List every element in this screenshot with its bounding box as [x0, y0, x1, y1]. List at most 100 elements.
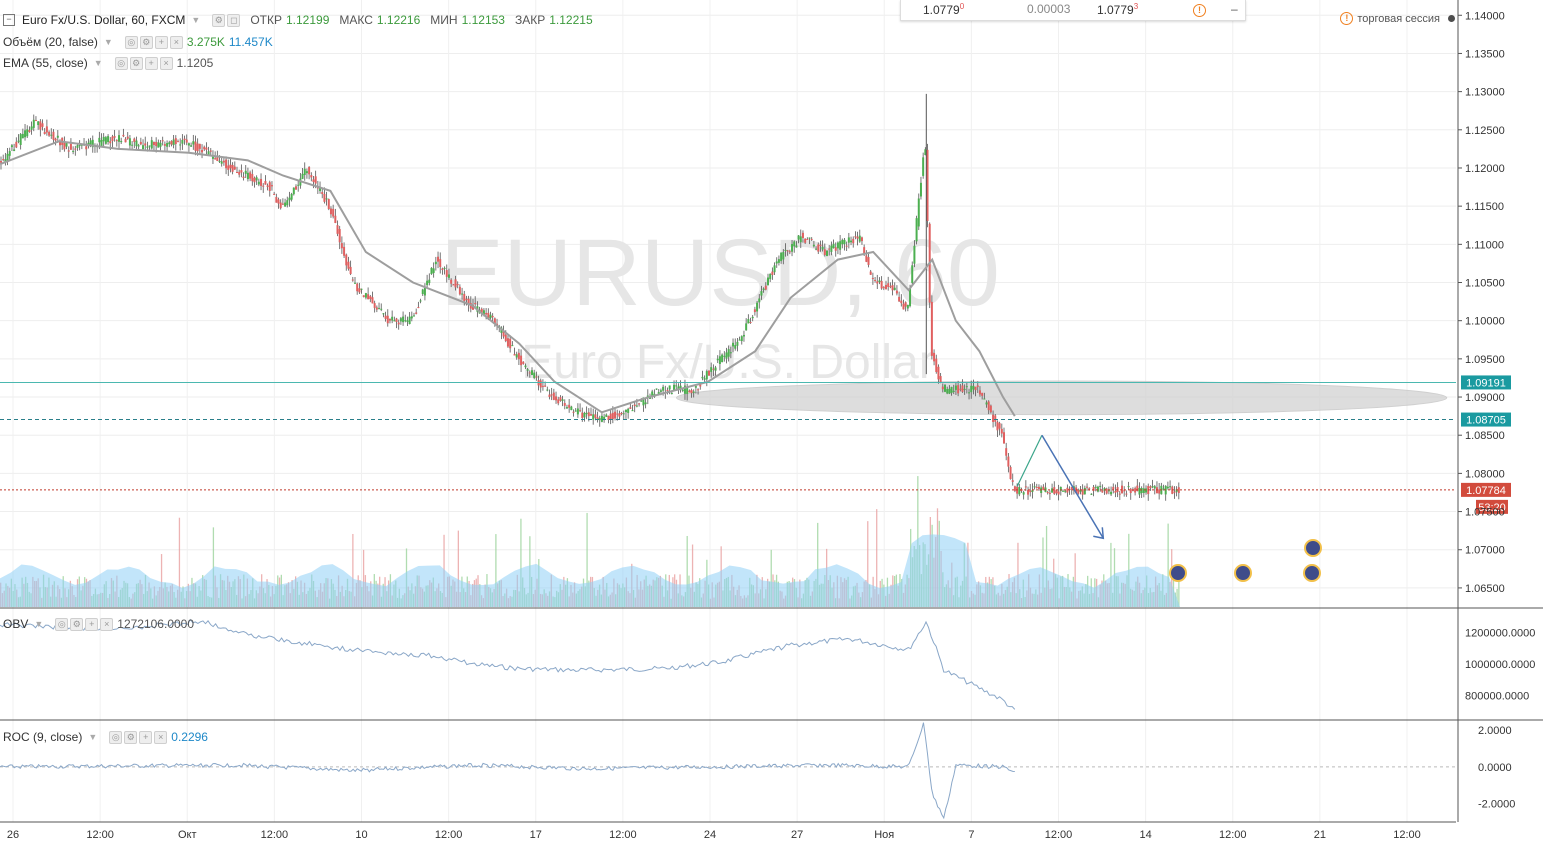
candle-body — [994, 415, 997, 422]
candle-body — [358, 288, 361, 293]
price-tick-label: 1.07000 — [1465, 545, 1505, 557]
candle-body — [124, 138, 127, 143]
candle-body — [552, 392, 555, 400]
candle-body — [548, 394, 551, 397]
price-tick-label: 1.12000 — [1465, 163, 1505, 175]
candle-body — [874, 279, 877, 281]
chevron-down-icon[interactable]: ▼ — [93, 58, 103, 68]
candle-body — [644, 402, 647, 405]
candle-body — [902, 303, 905, 310]
candle-body — [1037, 486, 1040, 490]
candle-body — [76, 145, 79, 148]
candle-body — [179, 144, 182, 146]
candle-body — [622, 413, 625, 415]
symbol-title[interactable]: Euro Fx/U.S. Dollar, 60, FXCM — [22, 13, 186, 27]
eye-icon[interactable]: ◎ — [114, 56, 128, 70]
close-icon[interactable]: × — [169, 35, 183, 49]
session-label: торговая сессия — [1357, 12, 1440, 25]
candle-body — [120, 140, 123, 143]
ema-title[interactable]: EMA (55, close) — [3, 56, 88, 70]
candle-body — [635, 405, 638, 407]
candle-body — [714, 367, 717, 371]
candle-body — [948, 388, 951, 394]
candle-body — [78, 144, 81, 146]
hide-icon[interactable]: ◻ — [227, 13, 241, 27]
candle-body — [349, 266, 352, 274]
candle-body — [686, 386, 689, 394]
close-icon[interactable]: × — [159, 56, 173, 70]
settings-icon[interactable]: ⚙ — [70, 617, 84, 631]
candle-body — [727, 349, 730, 357]
plus-icon[interactable]: + — [144, 56, 158, 70]
settings-icon[interactable]: ⚙ — [139, 35, 153, 49]
candle-body — [356, 283, 359, 292]
candle-body — [786, 250, 789, 252]
chevron-down-icon[interactable]: ▼ — [88, 732, 98, 742]
plus-icon[interactable]: + — [154, 35, 168, 49]
settings-icon[interactable]: ⚙ — [129, 56, 143, 70]
candle-body — [321, 192, 324, 195]
candle-body — [2, 158, 5, 161]
candle-body — [249, 172, 252, 179]
candle-body — [690, 389, 693, 394]
obv-legend: OBV ▼ ◎ ⚙ + × 1272106.0000 — [3, 617, 194, 631]
candle-body — [670, 392, 673, 394]
chevron-down-icon[interactable]: ▼ — [103, 37, 113, 47]
candle-body — [793, 241, 796, 247]
roc-title[interactable]: ROC (9, close) — [3, 730, 83, 744]
plus-icon[interactable]: + — [85, 617, 99, 631]
candle-body — [1175, 489, 1178, 492]
candle-body — [415, 312, 418, 314]
price-tick-label: 1.09000 — [1465, 392, 1505, 404]
candle-body — [565, 407, 568, 409]
eye-icon[interactable]: ◎ — [109, 730, 123, 744]
candle-body — [1027, 490, 1030, 495]
candle-body — [378, 307, 381, 309]
candle-body — [688, 390, 691, 393]
bid-price[interactable]: 1.07790 — [923, 2, 965, 17]
candle-body — [1086, 486, 1089, 488]
candle-body — [288, 197, 291, 201]
candle-body — [56, 135, 59, 138]
obv-title[interactable]: OBV — [3, 617, 29, 631]
candle-body — [821, 246, 824, 250]
chevron-down-icon[interactable]: ▼ — [191, 15, 201, 25]
volume-title[interactable]: Объём (20, false) — [3, 35, 98, 49]
collapse-icon[interactable]: − — [3, 14, 15, 26]
quote-widget[interactable]: 1.07790 0.00003 1.07793 ! – — [900, 0, 1246, 21]
candle-body — [620, 412, 623, 415]
candle-body — [710, 367, 713, 372]
candle-body — [815, 248, 818, 250]
candle-body — [225, 159, 228, 169]
ask-price[interactable]: 1.07793 — [1097, 2, 1139, 17]
eye-icon[interactable]: ◎ — [55, 617, 69, 631]
candle-body — [190, 145, 193, 147]
session-indicator[interactable]: ! торговая сессия — [1340, 12, 1455, 25]
candle-body — [155, 141, 158, 147]
candle-body — [118, 135, 120, 142]
close-icon[interactable]: × — [100, 617, 114, 631]
candle-body — [806, 238, 809, 240]
candle-body — [463, 293, 466, 301]
close-icon[interactable]: × — [154, 730, 168, 744]
eye-icon[interactable]: ◎ — [124, 35, 138, 49]
candle-body — [159, 142, 162, 147]
volume-bar — [1074, 553, 1076, 607]
plus-icon[interactable]: + — [139, 730, 153, 744]
candle-body — [1153, 486, 1156, 489]
obv-tick-label: 800000.0000 — [1465, 690, 1529, 702]
ema-line — [0, 140, 1016, 417]
candle-body — [1096, 486, 1099, 492]
minimize-button[interactable]: – — [1231, 2, 1238, 16]
settings-icon[interactable]: ⚙ — [124, 730, 138, 744]
candle-body — [559, 397, 562, 401]
candle-body — [987, 401, 990, 411]
candle-body — [10, 145, 13, 148]
candle-body — [67, 150, 70, 152]
settings-icon[interactable]: ⚙ — [212, 13, 226, 27]
chevron-down-icon[interactable]: ▼ — [34, 619, 44, 629]
candle-body — [970, 385, 973, 393]
obv-line — [0, 618, 1016, 710]
candle-body — [981, 392, 984, 396]
